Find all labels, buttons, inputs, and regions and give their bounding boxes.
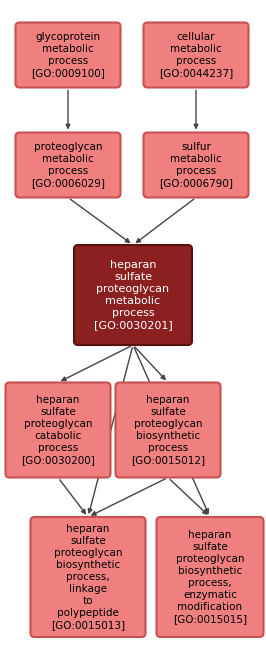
FancyBboxPatch shape: [74, 245, 192, 345]
FancyBboxPatch shape: [31, 517, 146, 637]
FancyBboxPatch shape: [6, 382, 110, 477]
FancyBboxPatch shape: [15, 23, 120, 87]
FancyBboxPatch shape: [143, 133, 248, 197]
FancyBboxPatch shape: [15, 133, 120, 197]
Text: proteoglycan
metabolic
process
[GO:0006029]: proteoglycan metabolic process [GO:00060…: [31, 142, 105, 188]
FancyBboxPatch shape: [156, 517, 264, 637]
Text: sulfur
metabolic
process
[GO:0006790]: sulfur metabolic process [GO:0006790]: [159, 142, 233, 188]
FancyBboxPatch shape: [115, 382, 221, 477]
Text: cellular
metabolic
process
[GO:0044237]: cellular metabolic process [GO:0044237]: [159, 32, 233, 78]
Text: heparan
sulfate
proteoglycan
biosynthetic
process
[GO:0015012]: heparan sulfate proteoglycan biosyntheti…: [131, 395, 205, 465]
FancyBboxPatch shape: [143, 23, 248, 87]
Text: heparan
sulfate
proteoglycan
biosynthetic
process,
linkage
to
polypeptide
[GO:00: heparan sulfate proteoglycan biosyntheti…: [51, 524, 125, 630]
Text: glycoprotein
metabolic
process
[GO:0009100]: glycoprotein metabolic process [GO:00091…: [31, 32, 105, 78]
Text: heparan
sulfate
proteoglycan
biosynthetic
process,
enzymatic
modification
[GO:00: heparan sulfate proteoglycan biosyntheti…: [173, 530, 247, 624]
Text: heparan
sulfate
proteoglycan
catabolic
process
[GO:0030200]: heparan sulfate proteoglycan catabolic p…: [21, 395, 95, 465]
Text: heparan
sulfate
proteoglycan
metabolic
process
[GO:0030201]: heparan sulfate proteoglycan metabolic p…: [94, 260, 172, 330]
